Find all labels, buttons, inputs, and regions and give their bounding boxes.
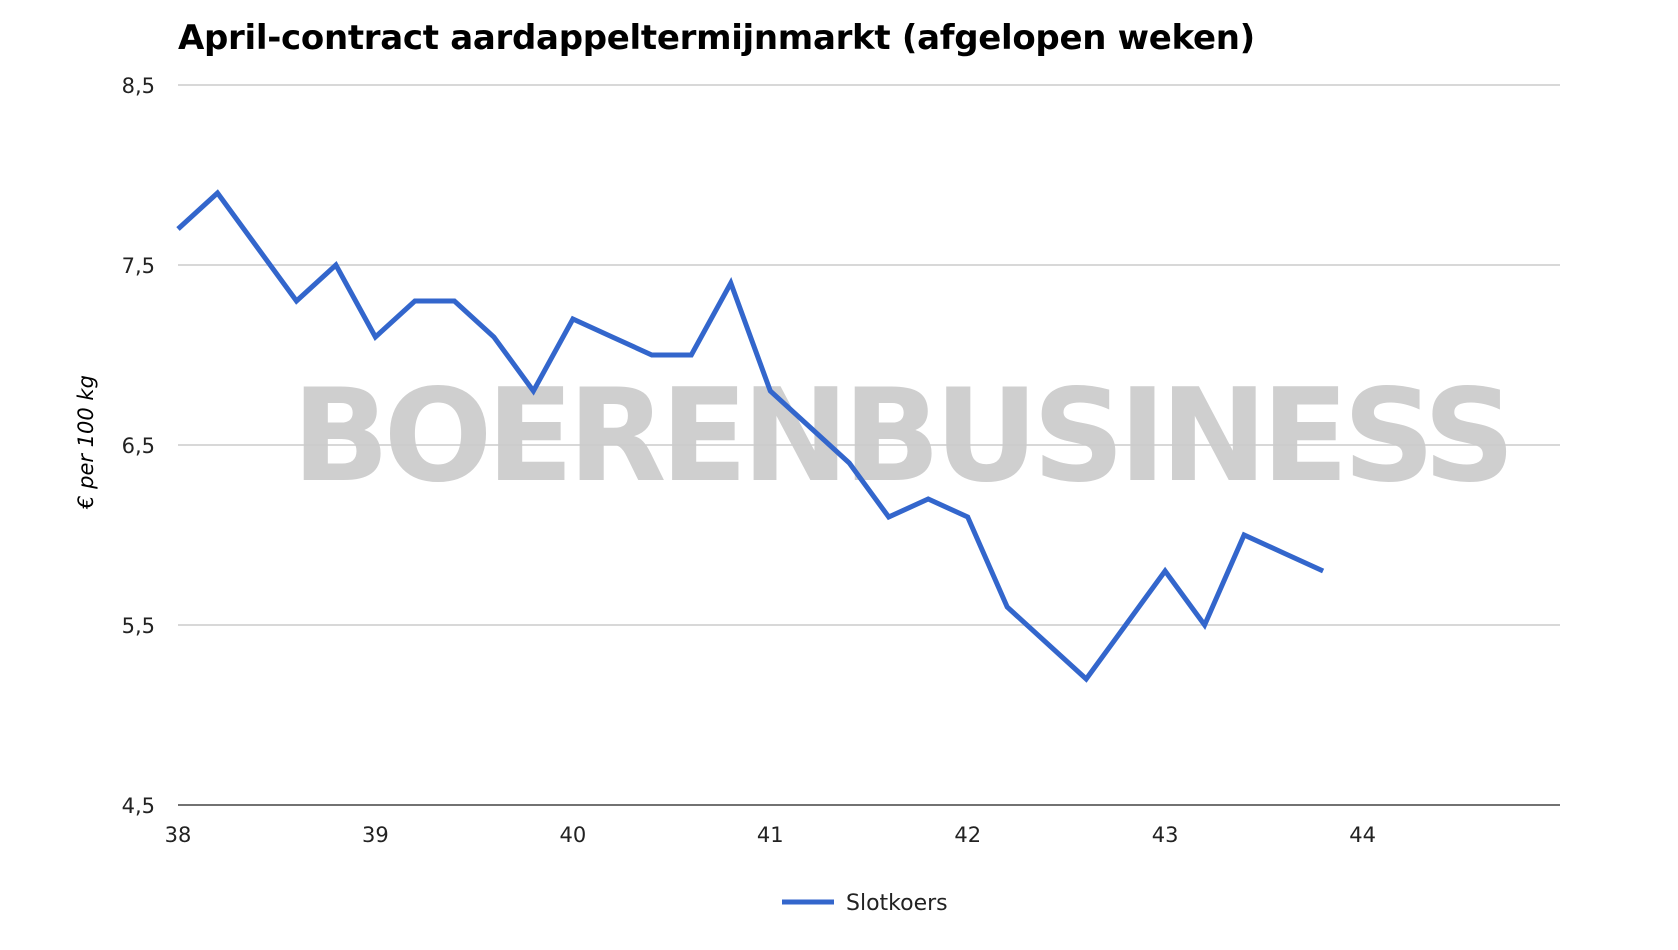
x-tick-label: 39 bbox=[362, 823, 389, 847]
y-tick-label: 7,5 bbox=[122, 254, 155, 278]
watermark-logo: BOERENBUSINESS bbox=[292, 362, 1509, 511]
grid-lines bbox=[178, 84, 1560, 806]
series-layer bbox=[176, 189, 1325, 683]
x-tick-label: 44 bbox=[1349, 823, 1376, 847]
chart-title: April-contract aardappeltermijnmarkt (af… bbox=[178, 18, 1255, 58]
y-axis: 4,5 5,5 6,5 7,5 8,5 bbox=[122, 74, 155, 818]
y-tick-label: 4,5 bbox=[122, 794, 155, 818]
legend: Slotkoers bbox=[782, 891, 948, 916]
legend-label-slotkoers: Slotkoers bbox=[846, 891, 948, 916]
series-line-slotkoers bbox=[176, 189, 1325, 683]
y-tick-label: 8,5 bbox=[122, 74, 155, 98]
x-tick-label: 43 bbox=[1152, 823, 1179, 847]
x-tick-label: 42 bbox=[954, 823, 981, 847]
x-axis: 38 39 40 41 42 43 44 bbox=[165, 823, 1376, 847]
y-axis-title: € per 100 kg bbox=[74, 375, 98, 510]
y-tick-label: 5,5 bbox=[122, 614, 155, 638]
x-tick-label: 38 bbox=[165, 823, 192, 847]
x-tick-label: 40 bbox=[559, 823, 586, 847]
x-tick-label: 41 bbox=[757, 823, 784, 847]
y-tick-label: 6,5 bbox=[122, 434, 155, 458]
